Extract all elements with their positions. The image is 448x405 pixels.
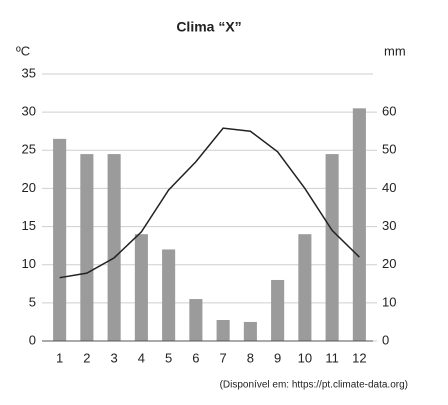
bar [243,321,257,341]
x-tick-label: 11 [325,350,339,365]
temperature-line [59,127,360,279]
x-tick-label: 12 [352,350,366,365]
bar [107,154,121,341]
y-tick-label: 30 [22,104,36,119]
bar [325,154,339,341]
bar [352,108,366,341]
x-tick-label: 4 [138,350,145,365]
y2-axis-label: mm [384,43,406,58]
bar [53,138,67,341]
x-tick-label: 5 [165,350,172,365]
y2-tick-label: 40 [382,180,396,195]
x-tick-label: 2 [83,350,90,365]
bar [271,279,285,341]
y2-tick-label: 10 [382,294,396,309]
x-tick-label: 10 [298,350,312,365]
x-tick-label: 1 [56,350,63,365]
x-tick-label: 9 [274,350,281,365]
y-tick-label: 5 [29,294,36,309]
y-axis-label: ºC [16,43,30,58]
bar [80,154,94,341]
y2-tick-label: 50 [382,142,396,157]
bar [189,299,203,341]
bar [134,234,148,341]
y-tick-label: 25 [22,142,36,157]
y-tick-label: 0 [29,332,36,347]
y2-tick-label: 60 [382,104,396,119]
x-tick-label: 6 [192,350,199,365]
y-tick-label: 15 [22,218,36,233]
y-tick-label: 10 [22,256,36,271]
x-tick-label: 8 [247,350,254,365]
y-tick-label: 20 [22,180,36,195]
bar [298,234,312,341]
x-tick-label: 3 [111,350,118,365]
bar [216,320,230,341]
y-tick-label: 35 [22,65,36,80]
y2-tick-label: 30 [382,218,396,233]
y2-tick-label: 0 [382,332,389,347]
chart-title: Clima “X” [176,19,241,35]
source-note: (Disponível em: https://pt.climate-data.… [220,380,408,391]
x-tick-label: 7 [220,350,227,365]
bar [162,249,176,341]
y2-tick-label: 20 [382,256,396,271]
